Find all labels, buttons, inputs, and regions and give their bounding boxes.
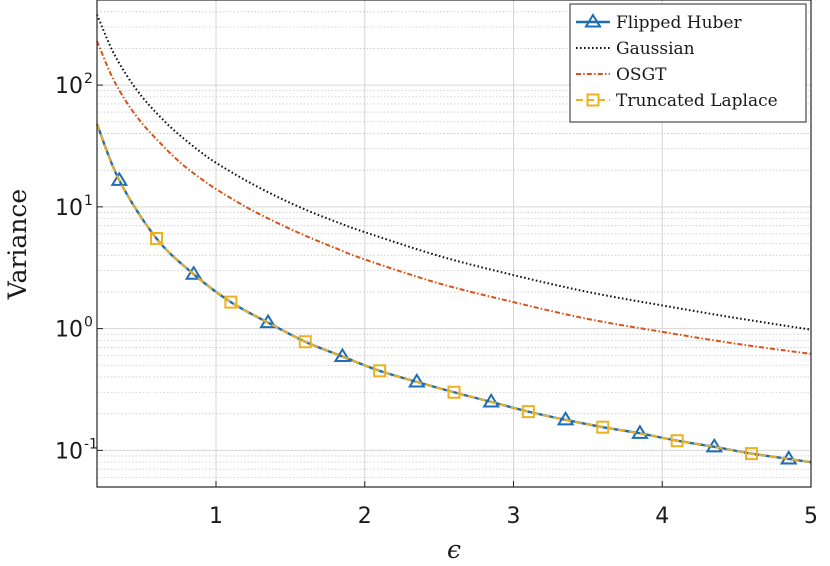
data-point-marker — [631, 424, 649, 439]
legend-label: Flipped Huber — [616, 13, 742, 33]
x-tick-label: 2 — [358, 504, 372, 529]
data-point-marker — [298, 335, 312, 349]
y-tick-base: 10 — [55, 439, 83, 464]
data-point-marker — [447, 385, 461, 399]
data-point-marker — [408, 372, 426, 388]
data-point-marker — [670, 434, 684, 448]
x-axis-label: ϵ — [447, 535, 461, 564]
y-axis-label: Variance — [3, 189, 32, 300]
series-truncated-laplace — [96, 123, 812, 464]
y-tick-label: 10 0 — [55, 315, 93, 343]
legend-label: Gaussian — [616, 39, 695, 59]
series-line — [96, 123, 812, 464]
legend-marker — [584, 13, 602, 28]
data-point-marker — [373, 364, 387, 378]
y-tick-label: 10 2 — [55, 71, 93, 99]
data-point-marker — [596, 420, 610, 434]
data-point-marker — [184, 265, 203, 280]
y-tick-label: 10 -1 — [55, 436, 98, 464]
y-tick-exponent: 2 — [84, 71, 93, 87]
data-point-marker — [110, 171, 129, 186]
series-gaussian — [96, 14, 812, 331]
series-line — [96, 14, 812, 331]
x-tick-label: 1 — [209, 504, 223, 529]
legend-item: Truncated Laplace — [576, 91, 778, 111]
x-tick-label: 4 — [655, 504, 669, 529]
data-point-marker — [333, 347, 352, 363]
y-tick-base: 10 — [55, 318, 83, 343]
x-tick-label: 3 — [507, 504, 521, 529]
y-tick-label: 10 1 — [55, 193, 93, 221]
legend-label: Truncated Laplace — [616, 91, 778, 111]
data-point-marker — [224, 295, 238, 309]
plot-frame — [96, 0, 812, 488]
series-line — [96, 40, 812, 355]
series-osgt — [96, 40, 812, 355]
y-tick-exponent: -1 — [84, 436, 98, 452]
y-tick-exponent: 0 — [84, 315, 93, 331]
x-tick-label: 5 — [804, 504, 818, 529]
legend-label: OSGT — [616, 65, 667, 85]
legend-marker — [586, 93, 600, 107]
legend-item: OSGT — [576, 65, 667, 85]
x-axis-ticks: 1 2 3 4 5 — [209, 481, 818, 529]
data-point-marker — [745, 447, 758, 461]
data-point-marker — [521, 405, 535, 419]
data-point-marker — [150, 231, 163, 245]
legend: Flipped Huber Gaussian OSGT Truncated Lapla… — [569, 3, 807, 123]
y-tick-base: 10 — [55, 74, 83, 99]
series-layer — [95, 14, 812, 465]
legend-box — [569, 3, 807, 123]
y-tick-base: 10 — [55, 196, 83, 221]
legend-item: Gaussian — [576, 39, 695, 59]
data-point-marker — [482, 392, 500, 408]
y-tick-exponent: 1 — [84, 193, 93, 209]
data-point-marker — [556, 410, 575, 426]
legend-item: Flipped Huber — [576, 13, 742, 33]
